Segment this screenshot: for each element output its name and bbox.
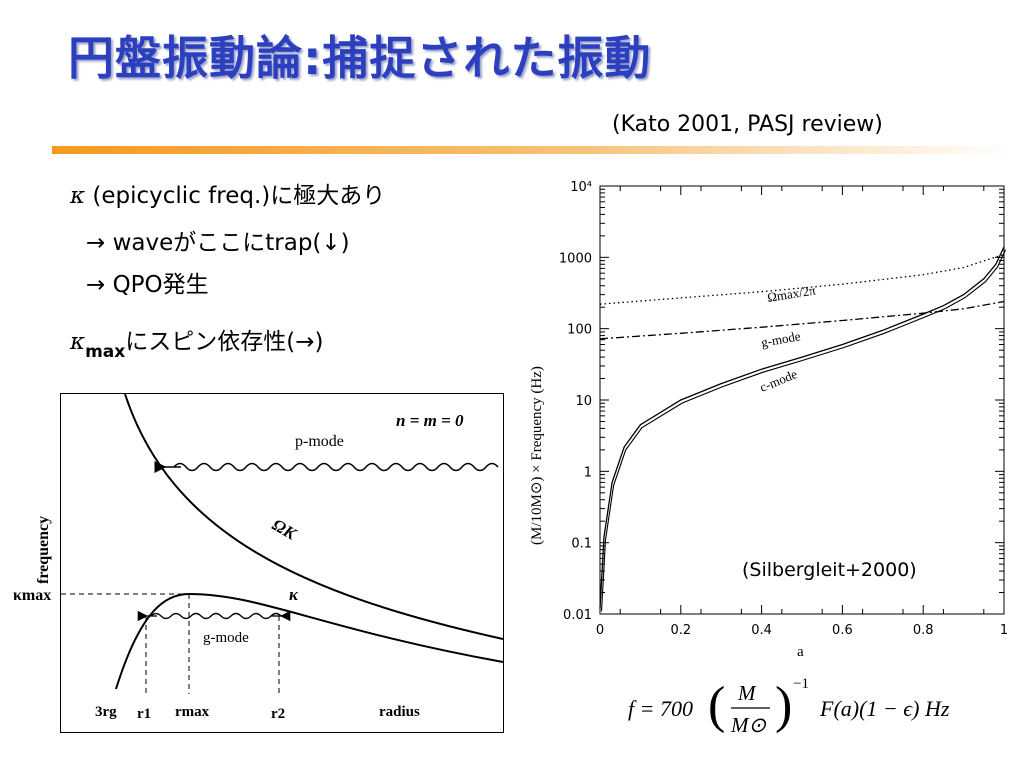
- g-mode-wave: [150, 612, 282, 620]
- trapped-oscillation-diagram: n = m = 0 p-mode ΩK κ g-mode κmax freque…: [13, 393, 504, 733]
- y-tick-label: 10: [575, 394, 592, 409]
- label-p-mode: p-mode: [295, 433, 344, 450]
- title-underline: [52, 146, 1012, 154]
- y-tick-label: 1000: [559, 251, 592, 266]
- x-tick-label: 0.8: [913, 623, 934, 638]
- formula-exponent: −1: [793, 676, 809, 692]
- kappa-subscript: max: [85, 342, 126, 362]
- bullet-qpo: → QPO発生: [86, 272, 209, 298]
- x-tick-label: 0.2: [670, 623, 691, 638]
- slide-title: 円盤振動論:捕捉された振動: [68, 31, 652, 85]
- formula-denominator: M⊙: [730, 713, 766, 737]
- label-n-m: n = m = 0: [396, 411, 464, 430]
- y-tick-label: 1: [584, 465, 592, 480]
- plot-frame: [599, 185, 1005, 615]
- bullet-kappa-maximum: κ (epicyclic freq.)に極大あり: [70, 176, 385, 210]
- x-tick-label: 0.4: [751, 623, 772, 638]
- bullet-spin-dependence: κmaxにスピン依存性(→): [70, 322, 324, 362]
- tick-rmax: rmax: [175, 704, 210, 720]
- x-tick-label: 0: [596, 623, 604, 638]
- x-tick-label: 0.6: [832, 623, 853, 638]
- y-tick-label: 10⁴: [570, 180, 592, 195]
- bullet-text: にスピン依存性(→): [125, 329, 324, 355]
- formula-lead: f = 700: [628, 696, 693, 721]
- y-axis-label: frequency: [35, 516, 52, 584]
- formula-tail: F(a)(1 − ϵ) Hz: [819, 696, 950, 721]
- series-line-2: [599, 246, 1005, 609]
- series-label-g-mode: g-mode: [760, 328, 802, 350]
- series-line-2-companion: [600, 249, 1006, 612]
- frequency-formula: f = 700 ( M M⊙ ) −1 F(a)(1 − ϵ) Hz: [628, 676, 1008, 760]
- label-g-mode: g-mode: [203, 630, 249, 646]
- series-line-1: [599, 300, 1005, 340]
- y-tick-label: 0.01: [563, 608, 592, 623]
- kappa-symbol: κ: [70, 329, 86, 355]
- label-kappa: κ: [289, 585, 299, 604]
- tick-r1: r1: [137, 706, 151, 722]
- tick-3rg: 3rg: [95, 704, 117, 720]
- x-tick-label: 1: [1000, 623, 1008, 638]
- series-line-0: [599, 253, 1005, 305]
- p-mode-wave: [173, 462, 499, 472]
- formula-numerator: M: [737, 681, 757, 705]
- chart-x-label: a: [797, 644, 804, 660]
- y-tick-label: 100: [567, 323, 592, 338]
- series-label-omega-max: Ωmax/2π: [766, 282, 817, 305]
- citation: (Kato 2001, PASJ review): [612, 112, 883, 137]
- series-label-c-mode: c-mode: [758, 366, 800, 395]
- bullet-wave-trap: → waveがここにtrap(↓): [86, 230, 350, 256]
- x-axis-label: radius: [379, 704, 420, 720]
- formula-paren-left: (: [708, 677, 725, 734]
- omega-k-curve: [124, 393, 504, 640]
- chart-annotation: (Silbergleit+2000): [742, 559, 917, 581]
- kappa-symbol: κ: [70, 183, 86, 209]
- label-kappa-max: κmax: [13, 587, 51, 604]
- bullet-text: (epicyclic freq.)に極大あり: [92, 183, 386, 209]
- formula-paren-right: ): [775, 677, 792, 734]
- tick-r2: r2: [271, 706, 285, 722]
- y-tick-label: 0.1: [571, 537, 592, 552]
- chart-y-label: (M/10M⊙) × Frequency (Hz): [529, 366, 545, 545]
